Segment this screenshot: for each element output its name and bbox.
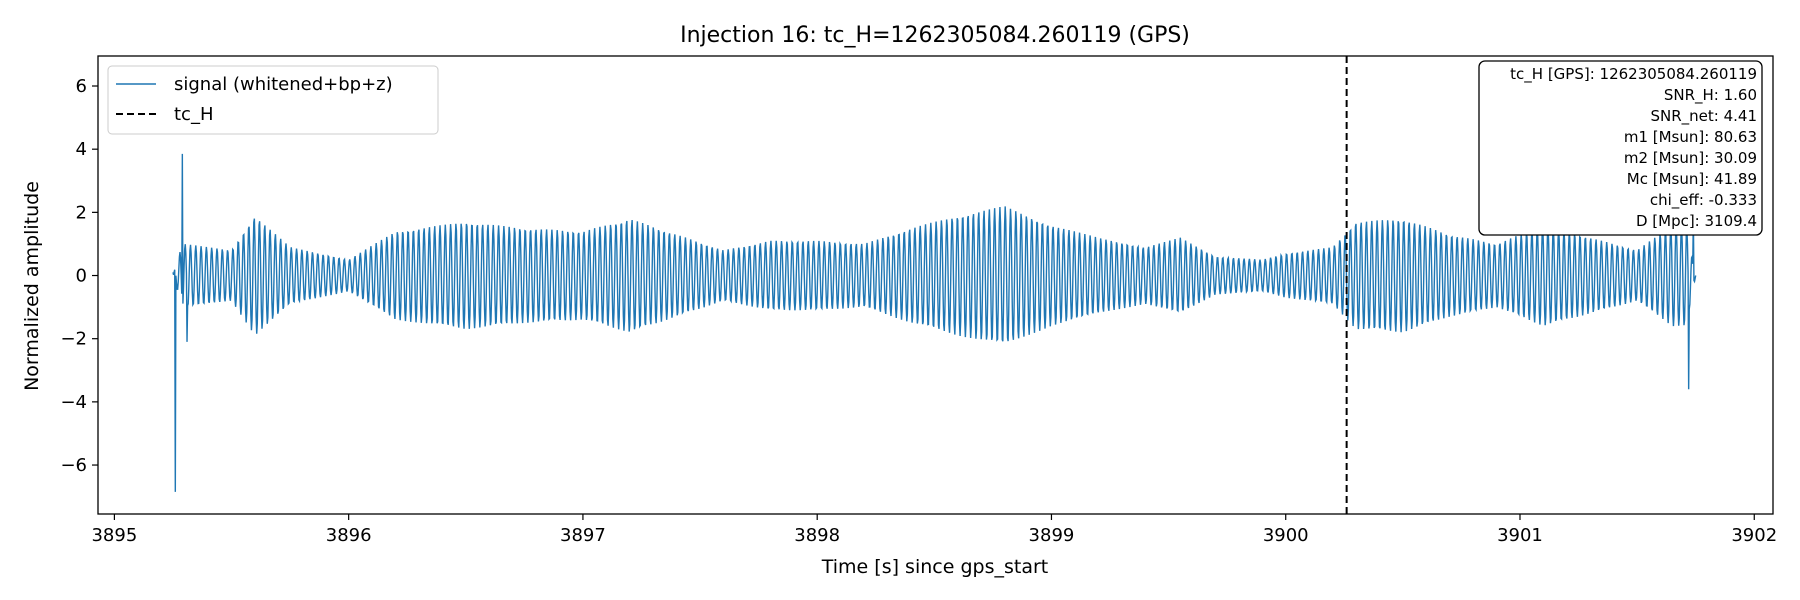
annotation-line: tc_H [GPS]: 1262305084.260119 xyxy=(1510,65,1757,84)
legend-box xyxy=(107,65,439,135)
x-tick-label: 3899 xyxy=(1029,525,1075,546)
x-tick-label: 3898 xyxy=(794,525,840,546)
axes-frame xyxy=(97,55,1774,515)
annotation-line: chi_eff: -0.333 xyxy=(1650,191,1757,210)
x-tick-label: 3896 xyxy=(326,525,372,546)
x-tick-label: 3897 xyxy=(560,525,606,546)
y-tick-label: 0 xyxy=(76,266,87,287)
legend-label-signal: signal (whitened+bp+z) xyxy=(174,74,393,95)
x-axis: 3895 3896 3897 3898 3899 3900 3901 3902 xyxy=(91,514,1777,546)
info-annotation-box: tc_H [GPS]: 1262305084.260119 SNR_H: 1.6… xyxy=(1478,60,1763,236)
series-line-signal xyxy=(172,153,1697,492)
annotation-line: m2 [Msun]: 30.09 xyxy=(1624,149,1757,167)
annotation-box xyxy=(1478,60,1763,236)
y-tick-label: 6 xyxy=(76,76,87,97)
y-tick-label: −6 xyxy=(60,455,87,476)
annotation-line: SNR_H: 1.60 xyxy=(1664,86,1757,105)
chart-title: Injection 16: tc_H=1262305084.260119 (GP… xyxy=(680,23,1190,48)
legend-label-tc-h: tc_H xyxy=(174,104,214,125)
x-axis-label: Time [s] since gps_start xyxy=(821,556,1048,578)
y-axis-label: Normalized amplitude xyxy=(21,181,43,391)
annotation-line: Mc [Msun]: 41.89 xyxy=(1627,170,1757,188)
x-tick-label: 3895 xyxy=(91,525,137,546)
y-axis: −6 −4 −2 0 2 4 6 xyxy=(60,76,98,476)
annotation-line: m1 [Msun]: 80.63 xyxy=(1624,128,1757,146)
annotation-line: D [Mpc]: 3109.4 xyxy=(1636,212,1757,230)
legend: signal (whitened+bp+z) tc_H xyxy=(107,65,439,135)
y-tick-label: 4 xyxy=(76,139,87,160)
annotation-line: SNR_net: 4.41 xyxy=(1650,107,1757,126)
x-tick-label: 3902 xyxy=(1731,525,1777,546)
x-tick-label: 3901 xyxy=(1497,525,1543,546)
plot-area: 3895 3896 3897 3898 3899 3900 3901 3902 −6 −4 −2 0… xyxy=(60,55,1777,546)
y-tick-label: 2 xyxy=(76,202,87,223)
y-tick-label: −2 xyxy=(60,329,87,350)
y-tick-label: −4 xyxy=(60,392,87,413)
x-tick-label: 3900 xyxy=(1263,525,1309,546)
